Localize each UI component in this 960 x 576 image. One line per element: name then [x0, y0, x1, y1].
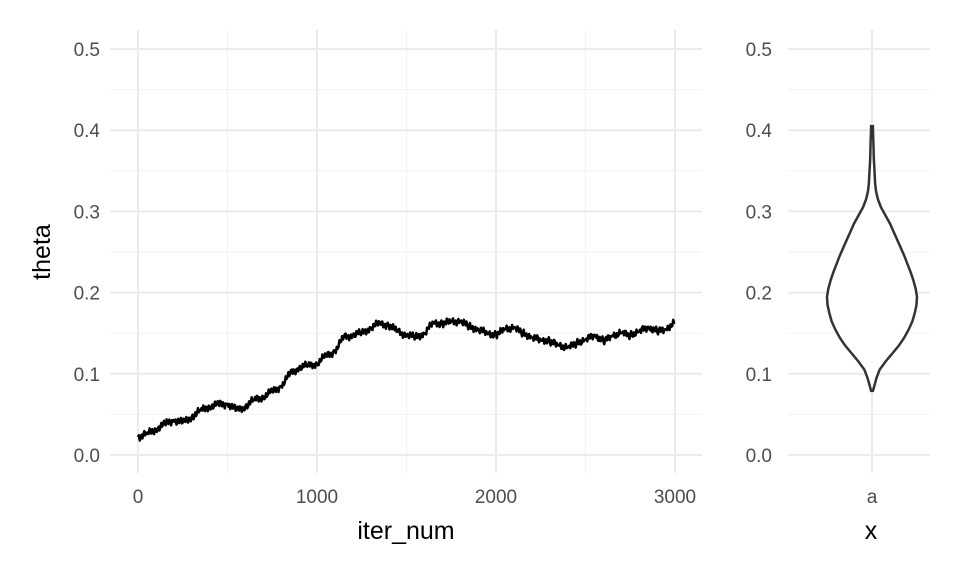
y-tick-label: 0.5 — [746, 40, 772, 61]
theta-trace-line — [136, 317, 676, 442]
violin-plot-x-axis-title: x — [865, 517, 878, 545]
x-tick-label: 3000 — [654, 487, 696, 508]
x-tick-label: 1000 — [296, 487, 338, 508]
violin-plot-panel: 0.0 0.1 0.2 0.3 0.4 0.5 a x — [746, 30, 930, 545]
y-tick-label: 0.2 — [74, 284, 100, 305]
trace-plot-gridlines — [110, 30, 702, 473]
y-tick-label: 0.0 — [746, 446, 772, 467]
y-tick-label: 0.4 — [746, 121, 773, 142]
trace-plot-x-axis-title: iter_num — [357, 517, 454, 545]
violin-shape — [825, 124, 919, 393]
trace-plot-x-tick-labels: 0 1000 2000 3000 — [133, 487, 696, 508]
violin-plot-x-tick-labels: a — [867, 487, 878, 508]
y-tick-label: 0.5 — [74, 40, 100, 61]
x-tick-label: 0 — [133, 487, 144, 508]
violin-plot-y-tick-labels: 0.0 0.1 0.2 0.3 0.4 0.5 — [746, 40, 773, 467]
trace-plot-y-axis-title: theta — [28, 224, 56, 280]
y-tick-label: 0.3 — [74, 202, 100, 223]
y-tick-label: 0.1 — [74, 365, 100, 386]
y-tick-label: 0.2 — [746, 284, 772, 305]
trace-plot-y-tick-labels: 0.0 0.1 0.2 0.3 0.4 0.5 — [74, 40, 101, 467]
x-tick-label: 2000 — [475, 487, 517, 508]
x-tick-label: a — [867, 487, 878, 508]
trace-plot-panel: 0.0 0.1 0.2 0.3 0.4 0.5 0 1000 2000 3000 iter_nu… — [28, 30, 702, 545]
y-tick-label: 0.1 — [746, 365, 772, 386]
y-tick-label: 0.0 — [74, 446, 100, 467]
y-tick-label: 0.4 — [74, 121, 101, 142]
y-tick-label: 0.3 — [746, 202, 772, 223]
